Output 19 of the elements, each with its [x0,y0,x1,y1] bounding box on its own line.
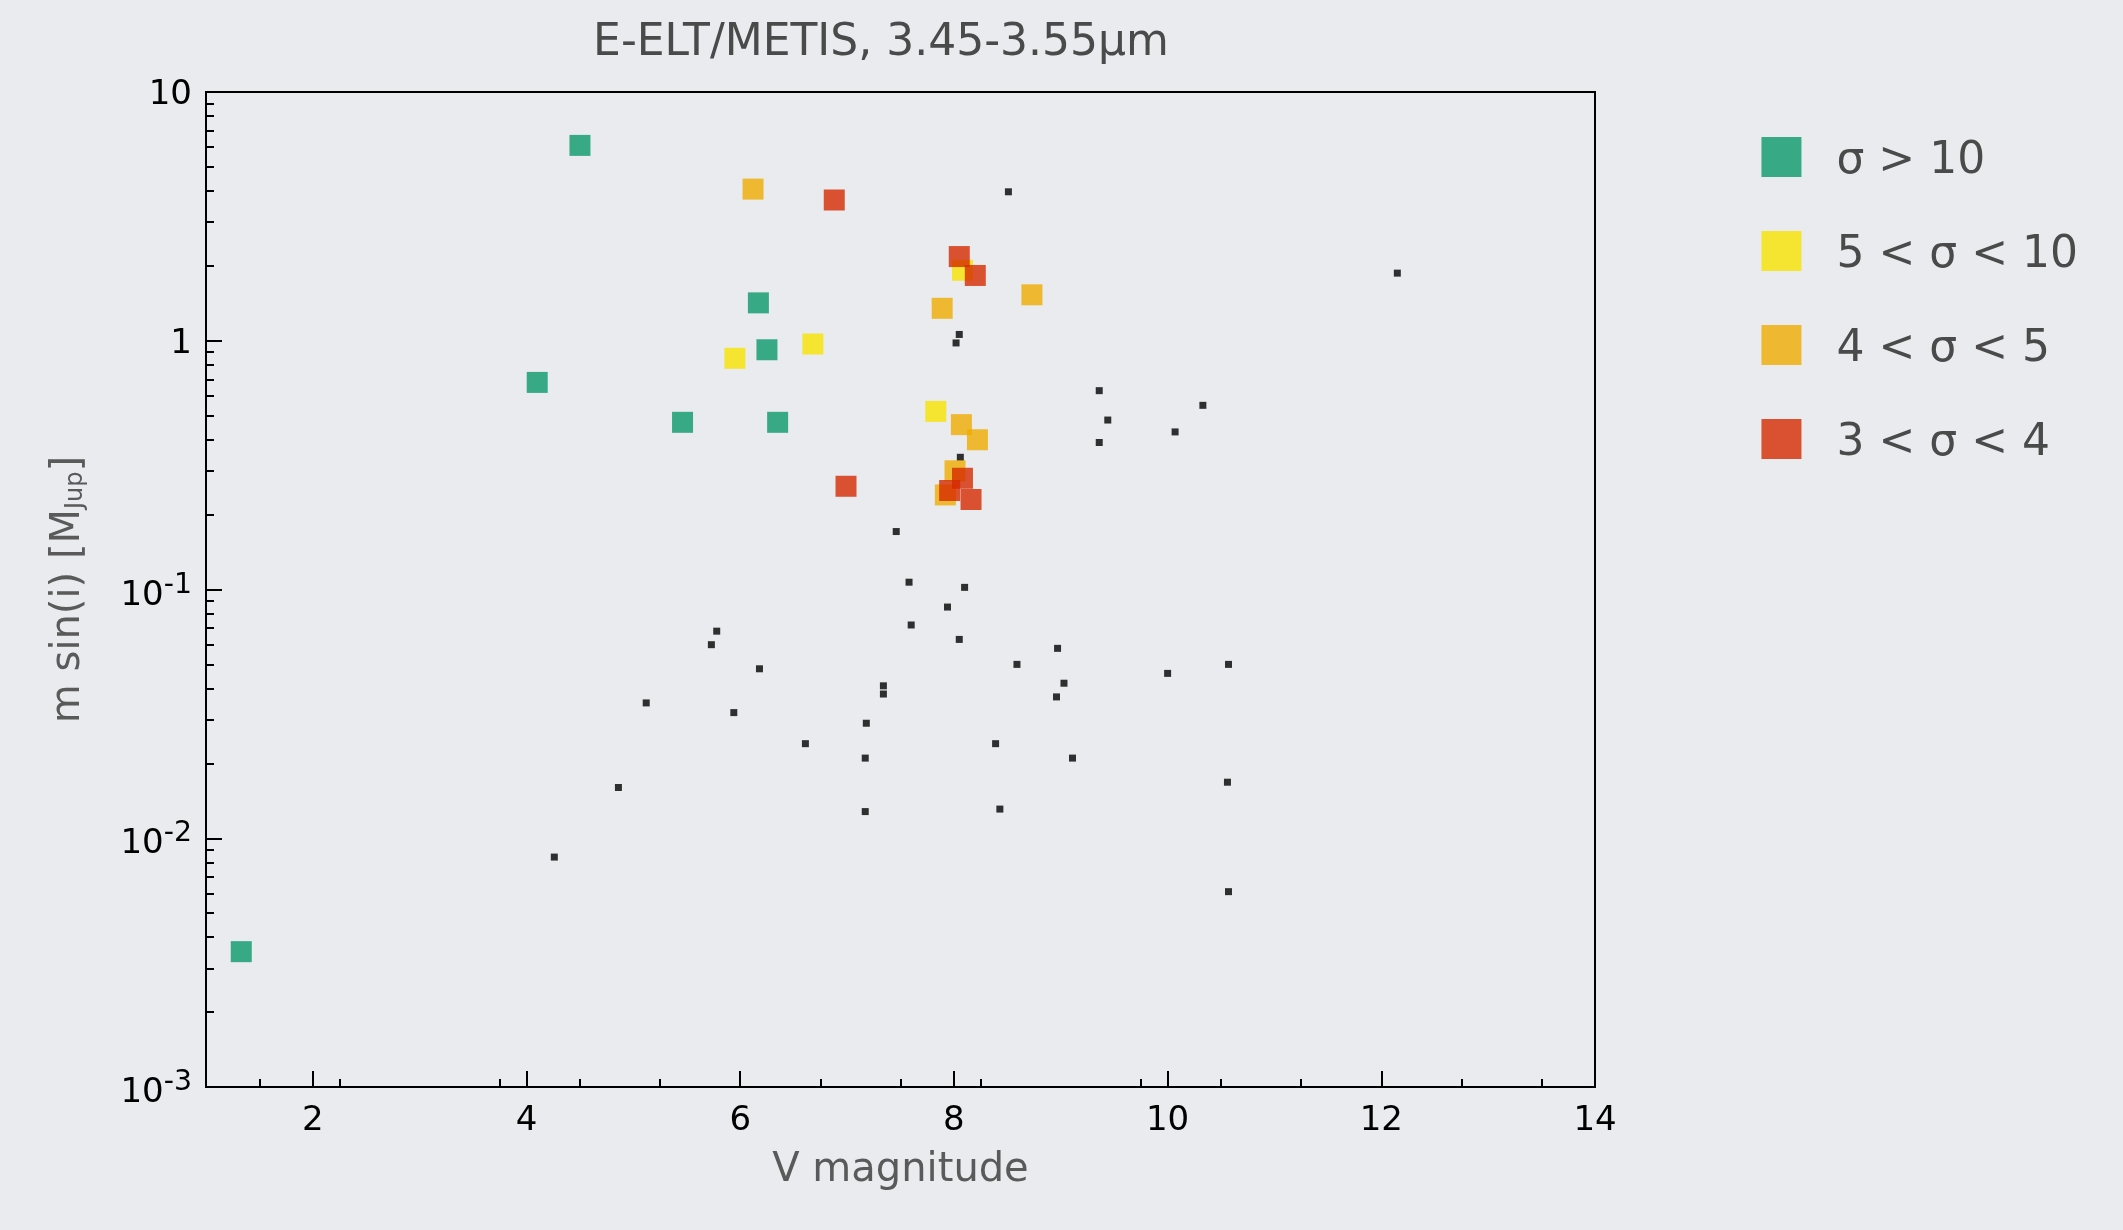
y-tick-label: 10 [148,72,192,112]
x-tick-label: 10 [1145,1098,1190,1138]
x-tick-label: 4 [515,1098,538,1138]
x-tick-label: 2 [302,1098,324,1138]
x-tick-label: 14 [1573,1098,1617,1138]
legend-label: σ > 10 [1836,131,1986,183]
y-tick-label: 10$^{-1}$ [120,566,192,613]
x-tick-label: 6 [729,1098,752,1138]
legend-label: 3 < σ < 4 [1836,413,2051,465]
x-tick-label: 12 [1359,1098,1403,1138]
legend-label: 4 < σ < 5 [1836,319,2051,371]
y-tick-label: 1 [170,320,192,361]
chart-title: E-ELT/METIS, 3.45-3.55µm [593,13,1169,65]
y-tick-label: 10$^{-2}$ [120,815,192,862]
x-tick-label: 8 [943,1098,965,1138]
legend-label: 5 < σ < 10 [1836,225,2079,277]
x-axis-title: V magnitude [772,1144,1029,1190]
y-tick-label: 10$^{-3}$ [120,1063,192,1111]
y-axis-title: m sin(i) [MJup] [42,455,88,724]
